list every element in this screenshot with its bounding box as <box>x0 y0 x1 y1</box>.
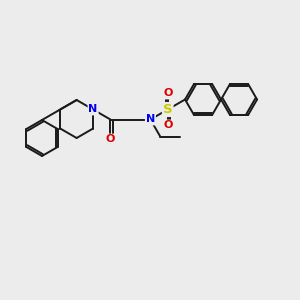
Text: S: S <box>163 103 172 116</box>
Text: O: O <box>163 121 172 130</box>
Text: N: N <box>88 104 98 115</box>
Text: N: N <box>146 115 155 124</box>
Text: O: O <box>106 134 115 145</box>
Text: O: O <box>163 88 172 98</box>
